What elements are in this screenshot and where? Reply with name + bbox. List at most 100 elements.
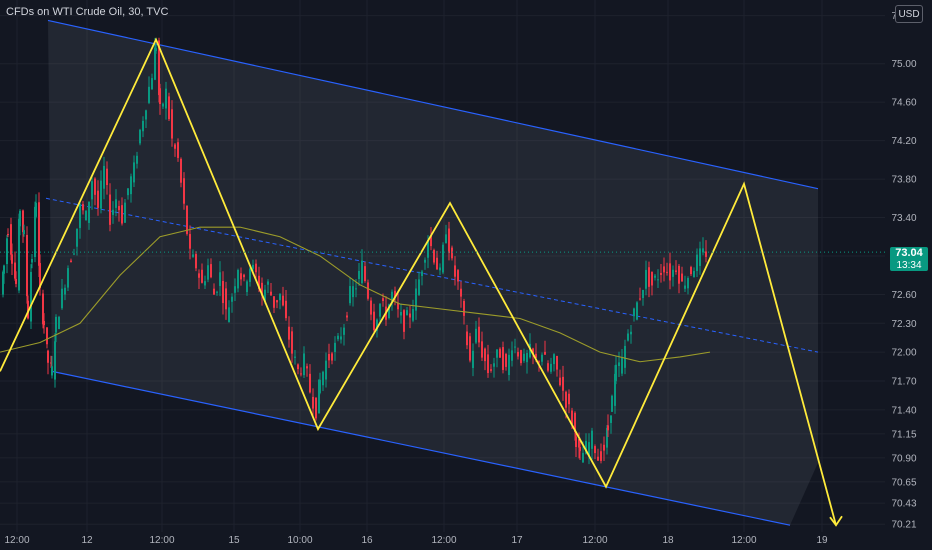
candle-body (26, 234, 28, 297)
candle-body (618, 362, 620, 367)
candle-body (303, 353, 305, 376)
candle-body (642, 289, 644, 298)
candle-body (451, 247, 453, 259)
candle-body (249, 268, 251, 282)
candle-body (547, 363, 549, 371)
candle-body (328, 353, 330, 361)
candle-body (331, 353, 333, 361)
candle-body (412, 309, 414, 321)
candle-body (154, 47, 156, 80)
candle-body (367, 282, 369, 299)
candle-body (424, 259, 426, 263)
candle-body (529, 343, 531, 358)
candle-body (630, 331, 632, 335)
candle-body (121, 205, 123, 224)
candle-body (391, 291, 393, 302)
candle-body (18, 218, 20, 291)
candle-body (264, 289, 266, 302)
candle-body (219, 272, 221, 286)
candle-body (487, 354, 489, 374)
candle-body (91, 181, 93, 200)
candle-body (373, 311, 375, 331)
candle-body (493, 363, 495, 367)
candle-body (115, 199, 117, 208)
candle-body (42, 293, 44, 325)
candle-body (469, 336, 471, 361)
candle-body (186, 206, 188, 234)
candle-body (79, 203, 81, 228)
candle-body (112, 209, 114, 215)
candle-body (352, 286, 354, 298)
candle-body (445, 234, 447, 243)
x-tick-label: 18 (662, 535, 674, 546)
candle-body (315, 397, 317, 419)
candle-body (240, 273, 242, 280)
candle-body (106, 168, 108, 186)
y-tick-label: 71.15 (891, 429, 916, 440)
candle-body (337, 335, 339, 340)
candle-body (541, 354, 543, 362)
candle-body (496, 349, 498, 358)
candle-body (418, 279, 420, 295)
x-tick-label: 12:00 (4, 535, 29, 546)
candle-body (614, 373, 616, 406)
candle-body (361, 260, 363, 284)
candle-body (415, 288, 417, 311)
chart-title: CFDs on WTI Crude Oil, 30, TVC (6, 6, 169, 18)
candle-body (15, 279, 17, 284)
candle-body (575, 436, 577, 447)
candle-body (526, 353, 528, 363)
candle-body (14, 262, 16, 279)
candle-body (705, 251, 707, 257)
candle-body (267, 281, 269, 285)
candle-body (532, 348, 534, 354)
candle-body (535, 353, 537, 358)
last-price-label: 73.04 13:34 (890, 247, 928, 271)
candle-body (246, 281, 248, 293)
currency-button[interactable]: USD (895, 5, 923, 23)
candle-body (177, 142, 179, 158)
candle-body (22, 210, 24, 233)
zigzag-projection-line (0, 37, 837, 526)
candle-body (148, 86, 150, 103)
candle-body (38, 202, 40, 266)
x-tick-label: 12:00 (731, 535, 756, 546)
channel-mid-line (45, 197, 819, 353)
candle-body (151, 78, 153, 90)
candle-body (430, 235, 432, 247)
candle-body (627, 333, 629, 341)
candle-body (23, 230, 25, 235)
candle-body (690, 267, 692, 275)
candle-body (171, 109, 173, 139)
candle-body (645, 269, 647, 289)
candle-body (67, 268, 69, 288)
candle-body (222, 280, 224, 304)
candle-body (669, 263, 671, 281)
candle-body (403, 310, 405, 332)
candle-body (433, 249, 435, 263)
candle-body (611, 395, 613, 412)
candle-body (687, 277, 689, 289)
candle-body (406, 310, 408, 316)
x-tick-label: 16 (361, 535, 373, 546)
candle-body (174, 144, 176, 149)
candle-body (318, 379, 320, 414)
candle-body (481, 341, 483, 358)
candle-body (349, 286, 351, 304)
candle-body (297, 364, 299, 370)
candle-body (27, 300, 29, 319)
y-tick-label: 71.70 (891, 376, 916, 387)
candle-body (693, 270, 695, 278)
candle-body (279, 293, 281, 301)
candle-body (666, 271, 668, 273)
candle-body (600, 451, 602, 461)
candle-body (585, 440, 587, 454)
candle-body (651, 271, 653, 286)
candle-body (195, 254, 197, 269)
candle-body (514, 346, 516, 348)
bar-countdown: 13:34 (896, 260, 922, 271)
candle-body (64, 287, 66, 295)
candle-body (162, 103, 164, 107)
candle-body (457, 270, 459, 282)
